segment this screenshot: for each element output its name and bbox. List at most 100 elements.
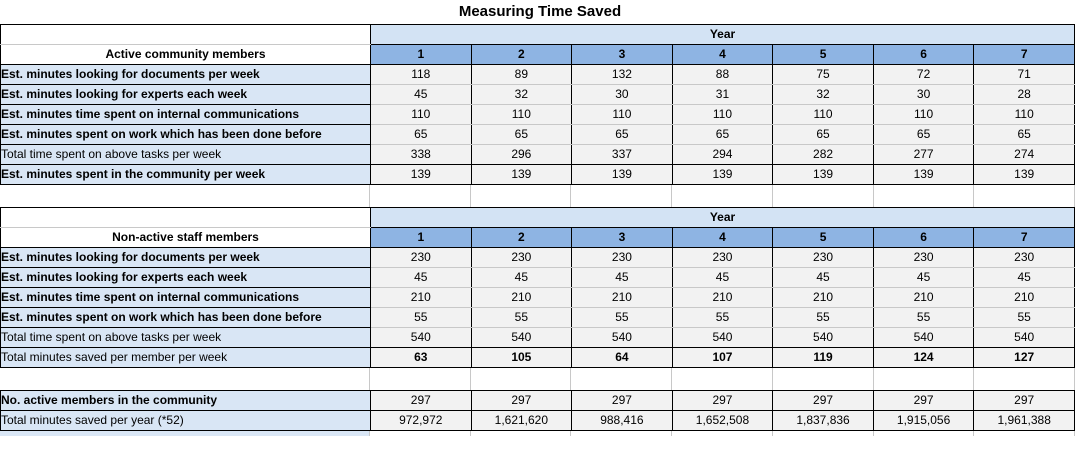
cell-value[interactable]: 45: [772, 267, 874, 288]
row-label-cell[interactable]: Est. minutes spent in the community per …: [0, 164, 371, 185]
row-label-cell[interactable]: Est. minutes time spent on internal comm…: [0, 287, 371, 308]
year-column-header[interactable]: 2: [470, 227, 573, 248]
cell-value[interactable]: 274: [973, 144, 1075, 165]
cell-value[interactable]: 71: [973, 64, 1075, 85]
cell-value[interactable]: 55: [973, 307, 1075, 328]
cell-value[interactable]: 110: [571, 104, 673, 125]
year-column-header[interactable]: 4: [671, 227, 774, 248]
cell-value[interactable]: 118: [370, 64, 472, 85]
cell-value[interactable]: 230: [671, 247, 774, 268]
cell-value[interactable]: 110: [973, 104, 1075, 125]
cell-value[interactable]: 338: [370, 144, 472, 165]
year-column-header[interactable]: 3: [571, 44, 673, 65]
cell-value[interactable]: 282: [772, 144, 874, 165]
row-label-cell[interactable]: Total time spent on above tasks per week: [0, 144, 371, 165]
cell-value[interactable]: 88: [671, 64, 774, 85]
row-label-cell[interactable]: Est. minutes spent on work which has bee…: [0, 307, 371, 328]
cell-value[interactable]: 55: [872, 307, 975, 328]
cell-value[interactable]: 64: [571, 347, 673, 368]
year-column-header[interactable]: 3: [571, 227, 673, 248]
cell-value[interactable]: 132: [571, 64, 673, 85]
row-label-cell[interactable]: Est. minutes looking for documents per w…: [0, 64, 371, 85]
row-label-cell[interactable]: Est. minutes spent on work which has bee…: [0, 124, 371, 145]
year-column-header[interactable]: 7: [973, 44, 1075, 65]
row-label-cell[interactable]: Total time spent on above tasks per week: [0, 327, 371, 348]
year-column-header[interactable]: 1: [370, 44, 472, 65]
cell-value[interactable]: 210: [470, 287, 573, 308]
cell-value[interactable]: 230: [973, 247, 1075, 268]
cell-value[interactable]: 296: [470, 144, 573, 165]
cell-value[interactable]: 139: [671, 164, 774, 185]
cell-value[interactable]: 89: [470, 64, 573, 85]
year-column-header[interactable]: 6: [872, 44, 975, 65]
year-column-header[interactable]: 6: [872, 227, 975, 248]
cell-value[interactable]: 210: [671, 287, 774, 308]
cell-value[interactable]: 139: [571, 164, 673, 185]
cell-value[interactable]: 45: [470, 267, 573, 288]
row-label-cell[interactable]: Est. minutes looking for documents per w…: [0, 247, 371, 268]
cell-value[interactable]: 540: [470, 327, 573, 348]
cell-value[interactable]: 139: [973, 164, 1075, 185]
cell-value[interactable]: 297: [872, 390, 975, 411]
cell-value[interactable]: 119: [772, 347, 874, 368]
cell-value[interactable]: 110: [772, 104, 874, 125]
cell-value[interactable]: 139: [872, 164, 975, 185]
cell-value[interactable]: 1,915,056: [872, 410, 975, 431]
cell-value[interactable]: 63: [370, 347, 472, 368]
cell-value[interactable]: 297: [470, 390, 573, 411]
cell-value[interactable]: 45: [370, 84, 472, 105]
cell-value[interactable]: 972,972: [370, 410, 472, 431]
row-label-cell[interactable]: Total minutes saved per year (*52): [0, 410, 371, 431]
cell-value[interactable]: 540: [571, 327, 673, 348]
cell-value[interactable]: 297: [671, 390, 774, 411]
cell-value[interactable]: 32: [470, 84, 573, 105]
cell-value[interactable]: 139: [470, 164, 573, 185]
row-label-cell[interactable]: No. active members in the community: [0, 390, 371, 411]
cell-value[interactable]: 1,837,836: [772, 410, 874, 431]
cell-value[interactable]: 65: [973, 124, 1075, 145]
cell-value[interactable]: 230: [772, 247, 874, 268]
cell-value[interactable]: 210: [973, 287, 1075, 308]
cell-value[interactable]: 230: [470, 247, 573, 268]
row-label-cell[interactable]: Total minutes saved per member per week: [0, 347, 371, 368]
cell-value[interactable]: 540: [973, 327, 1075, 348]
cell-value[interactable]: 55: [772, 307, 874, 328]
cell-value[interactable]: 988,416: [571, 410, 673, 431]
cell-value[interactable]: 31: [671, 84, 774, 105]
cell-value[interactable]: 110: [370, 104, 472, 125]
year-banner[interactable]: Year: [370, 207, 1075, 228]
cell-value[interactable]: 65: [671, 124, 774, 145]
year-column-header[interactable]: 7: [973, 227, 1075, 248]
cell-value[interactable]: 107: [671, 347, 774, 368]
cell-value[interactable]: 540: [370, 327, 472, 348]
cell-value[interactable]: 210: [872, 287, 975, 308]
cell-value[interactable]: 45: [671, 267, 774, 288]
cell-value[interactable]: 65: [370, 124, 472, 145]
cell-value[interactable]: 124: [872, 347, 975, 368]
cell-value[interactable]: 110: [671, 104, 774, 125]
cell-value[interactable]: 72: [872, 64, 975, 85]
cell-value[interactable]: 55: [571, 307, 673, 328]
row-label-cell[interactable]: Est. minutes time spent on internal comm…: [0, 104, 371, 125]
cell-value[interactable]: 127: [973, 347, 1075, 368]
blank-cell[interactable]: [0, 207, 371, 228]
cell-value[interactable]: 297: [370, 390, 472, 411]
cell-value[interactable]: 45: [571, 267, 673, 288]
cell-value[interactable]: 297: [973, 390, 1075, 411]
cell-value[interactable]: 139: [772, 164, 874, 185]
cell-value[interactable]: 30: [571, 84, 673, 105]
cell-value[interactable]: 28: [973, 84, 1075, 105]
cell-value[interactable]: 1,961,388: [973, 410, 1075, 431]
cell-value[interactable]: 65: [571, 124, 673, 145]
cell-value[interactable]: 540: [772, 327, 874, 348]
cell-value[interactable]: 30: [872, 84, 975, 105]
cell-value[interactable]: 540: [671, 327, 774, 348]
cell-value[interactable]: 1,652,508: [671, 410, 774, 431]
year-column-header[interactable]: 1: [370, 227, 472, 248]
cell-value[interactable]: 230: [571, 247, 673, 268]
cell-value[interactable]: 75: [772, 64, 874, 85]
cell-value[interactable]: 210: [772, 287, 874, 308]
cell-value[interactable]: 210: [571, 287, 673, 308]
cell-value[interactable]: 65: [872, 124, 975, 145]
cell-value[interactable]: 1,621,620: [470, 410, 573, 431]
